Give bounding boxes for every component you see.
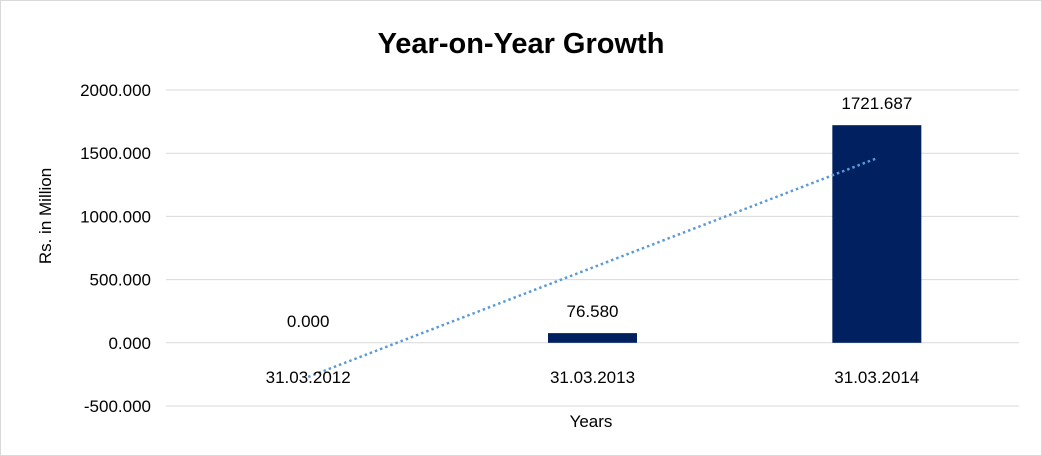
x-tick-label: 31.03.2012 — [266, 368, 351, 387]
y-tick-label: 0.000 — [108, 334, 151, 353]
data-label: 76.580 — [567, 302, 619, 321]
data-label: 1721.687 — [841, 94, 912, 113]
gridlines — [166, 89, 1019, 407]
trendline-group — [307, 157, 878, 379]
x-axis-ticks: 31.03.2012 31.03.2013 31.03.2014 — [266, 368, 920, 387]
y-tick-label: -500.000 — [84, 397, 151, 416]
trendline — [307, 157, 878, 379]
y-axis-title: Rs. in Million — [36, 168, 55, 264]
bar — [548, 333, 637, 343]
data-label: 0.000 — [287, 312, 330, 331]
x-tick-label: 31.03.2013 — [550, 368, 635, 387]
data-labels: 0.000 76.580 1721.687 — [287, 94, 912, 331]
y-axis-ticks: -500.000 0.000 500.000 1000.000 1500.000 2000… — [80, 81, 151, 416]
x-tick-label: 31.03.2014 — [834, 368, 919, 387]
y-tick-label: 2000.000 — [80, 81, 151, 100]
bars — [548, 125, 922, 343]
y-tick-label: 1500.000 — [80, 144, 151, 163]
y-tick-label: 1000.000 — [80, 207, 151, 226]
chart-title: Year-on-Year Growth — [378, 28, 665, 60]
y-tick-label: 500.000 — [90, 271, 151, 290]
x-axis-title: Years — [570, 412, 613, 431]
bar — [832, 125, 922, 343]
